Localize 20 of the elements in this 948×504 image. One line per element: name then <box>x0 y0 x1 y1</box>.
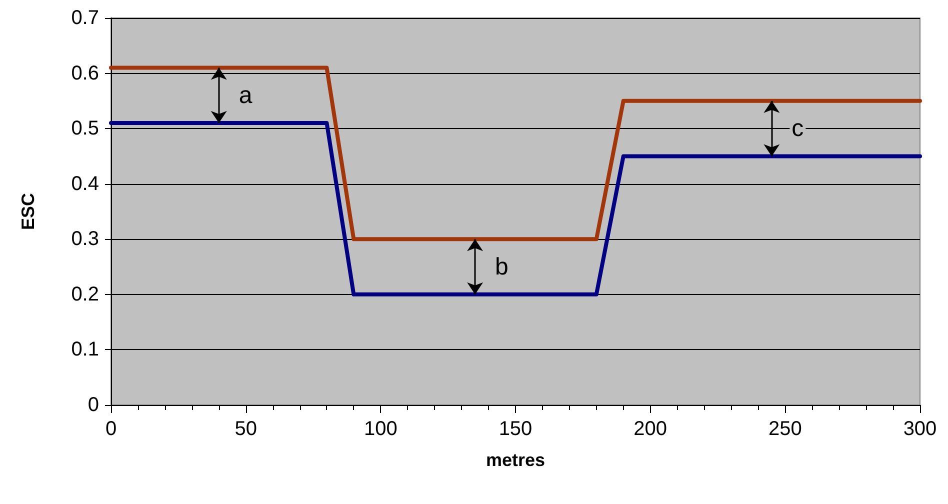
x-tick-label: 200 <box>634 418 668 440</box>
x-tick-label: 150 <box>498 418 532 440</box>
annotation: a <box>238 82 253 109</box>
y-tick-label: 0 <box>88 394 99 416</box>
y-tick-label: 0.6 <box>71 62 99 84</box>
x-tick-label: 300 <box>903 418 937 440</box>
y-axis-title: ESC <box>18 192 38 230</box>
y-tick-label: 0.1 <box>71 338 99 361</box>
y-tick-label: 0.2 <box>71 283 99 306</box>
annotation: b <box>495 253 508 280</box>
y-tick-label: 0.3 <box>71 228 99 250</box>
y-tick-label: 0.7 <box>71 7 99 29</box>
x-tick-label: 100 <box>364 418 398 440</box>
x-tick-label: 0 <box>105 418 117 440</box>
annotation: c <box>792 115 804 142</box>
y-tick-label: 0.5 <box>71 118 99 140</box>
y-tick-label: 0.4 <box>71 172 99 195</box>
x-tick-label: 250 <box>768 418 802 440</box>
x-axis-title: metres <box>486 450 546 470</box>
x-tick-label: 50 <box>234 418 257 440</box>
